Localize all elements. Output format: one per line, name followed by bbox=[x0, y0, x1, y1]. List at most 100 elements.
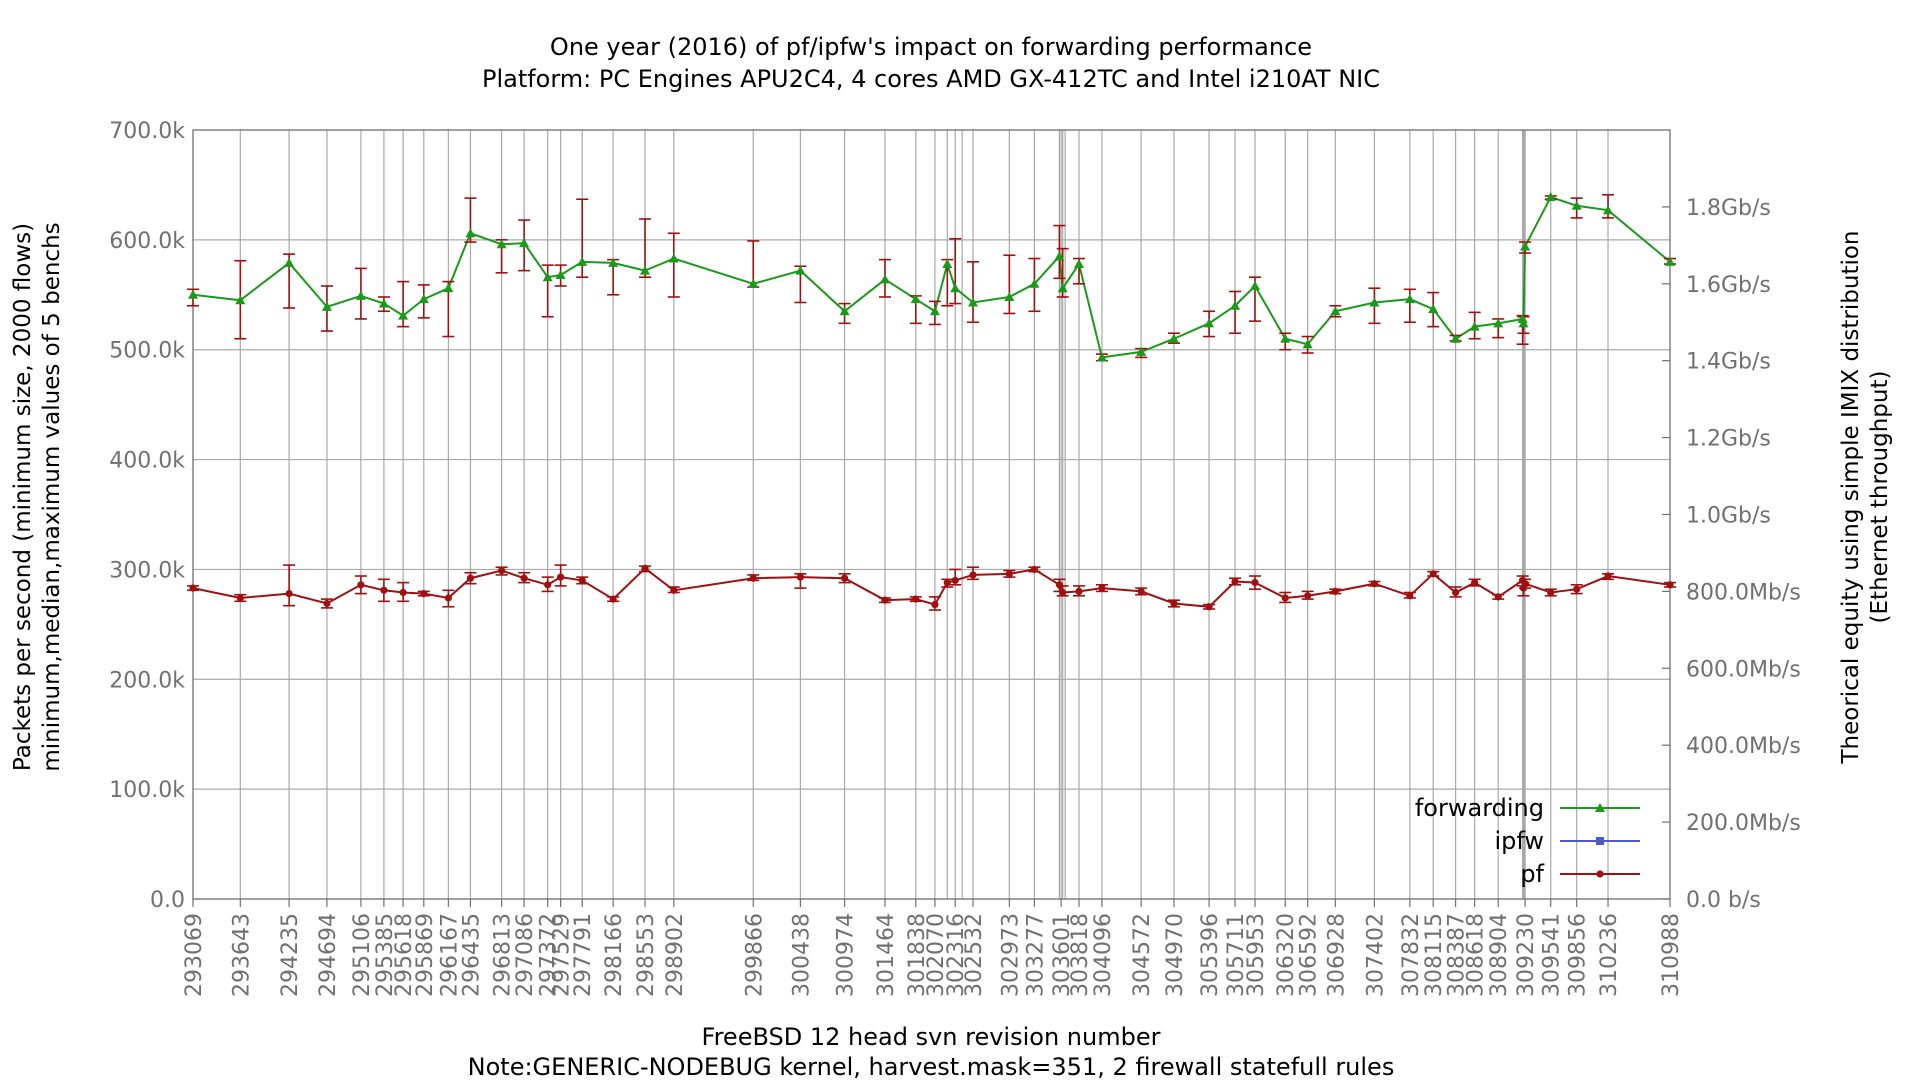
pf-point bbox=[498, 566, 506, 575]
legend-label-forwarding: forwarding bbox=[1415, 794, 1544, 822]
forwarding-point bbox=[443, 283, 454, 293]
y2-tick-label: 1.8Gb/s bbox=[1686, 196, 1771, 221]
pf-point bbox=[236, 594, 244, 602]
pf-point bbox=[557, 573, 565, 581]
x-tick-label: 301838 bbox=[905, 913, 930, 997]
y-axis-label-line1: Packets per second (minimum size, 2000 f… bbox=[10, 223, 36, 771]
x-tick-label: 305711 bbox=[1224, 913, 1249, 997]
forwarding-point bbox=[668, 253, 679, 263]
pf-point bbox=[912, 595, 920, 603]
forwarding-point bbox=[577, 256, 588, 266]
x-tick-label: 295869 bbox=[413, 913, 438, 997]
forwarding-point bbox=[879, 274, 890, 284]
forwarding-point bbox=[640, 265, 651, 275]
y2-tick-label: 400.0Mb/s bbox=[1686, 734, 1801, 759]
pf-point bbox=[323, 599, 331, 608]
forwarding-point bbox=[542, 272, 553, 282]
x-tick-label: 296167 bbox=[437, 913, 462, 997]
forwarding-point bbox=[1493, 318, 1504, 328]
forwarding-point bbox=[1369, 297, 1380, 307]
forwarding-point bbox=[950, 283, 961, 293]
pf-point bbox=[609, 595, 617, 603]
y-axis-label-line2: minimum,median,maximum values of 5 bench… bbox=[39, 222, 65, 771]
x-tick-label: 306320 bbox=[1274, 913, 1299, 997]
x-tick-label: 298902 bbox=[663, 913, 688, 997]
x-tick-label: 307832 bbox=[1399, 913, 1424, 997]
x-tick-label: 296435 bbox=[459, 913, 484, 997]
forwarding-point bbox=[1545, 192, 1556, 202]
x-tick-label: 302973 bbox=[998, 913, 1023, 997]
x-axis-note: Note:GENERIC-NODEBUG kernel, harvest.mas… bbox=[468, 1053, 1395, 1080]
forwarding-point bbox=[1517, 313, 1528, 323]
forwarding-point bbox=[1054, 251, 1065, 261]
y-tick-label: 200.0k bbox=[109, 668, 185, 693]
pf-point bbox=[1406, 592, 1414, 600]
forwarding-point bbox=[1168, 333, 1179, 343]
forwarding-point bbox=[839, 306, 850, 316]
grid bbox=[192, 129, 1671, 900]
forwarding-point bbox=[235, 295, 246, 305]
forwarding-point bbox=[1330, 306, 1341, 316]
pf-point bbox=[749, 574, 757, 582]
pf-point bbox=[1137, 587, 1145, 596]
forwarding-point bbox=[968, 297, 979, 307]
forwarding-point bbox=[1230, 300, 1241, 310]
x-tick-label: 295106 bbox=[350, 913, 375, 997]
pf-point bbox=[1370, 580, 1379, 588]
pf-point bbox=[840, 574, 849, 582]
pf-point bbox=[444, 594, 452, 602]
x-tick-label: 294235 bbox=[278, 913, 303, 997]
x-tick-label: 309856 bbox=[1566, 913, 1591, 997]
legend-marker-pf bbox=[1596, 870, 1604, 878]
forwarding-point bbox=[378, 298, 389, 308]
x-tick-label: 310988 bbox=[1659, 913, 1684, 997]
x-tick-label: 308115 bbox=[1422, 913, 1447, 997]
pf-point bbox=[399, 588, 407, 597]
pf-point bbox=[943, 579, 951, 587]
x-tick-label: 295385 bbox=[373, 913, 398, 997]
forwarding-point bbox=[795, 265, 806, 275]
pf-point bbox=[1251, 579, 1259, 587]
forwarding-point bbox=[1428, 304, 1439, 314]
forwarding-line bbox=[192, 195, 1671, 359]
plot-frame bbox=[192, 129, 1671, 900]
y2-tick-label: 1.2Gb/s bbox=[1686, 427, 1771, 452]
forwarding-point bbox=[1004, 291, 1015, 301]
forwarding-point bbox=[1302, 339, 1313, 349]
x-tick-label: 303818 bbox=[1068, 913, 1093, 997]
axes: 0.0 100.0k 200.0k 300.0k 400.0k 500.0k 600.0k 7… bbox=[109, 119, 1801, 997]
forwarding-point bbox=[1249, 280, 1260, 290]
y2-tick-label: 1.4Gb/s bbox=[1686, 350, 1771, 375]
legend-label-ipfw: ipfw bbox=[1494, 827, 1544, 855]
y-tick-label: 600.0k bbox=[109, 229, 185, 254]
y2-tick-label: 800.0Mb/s bbox=[1686, 580, 1801, 605]
pf-point bbox=[1494, 593, 1502, 601]
x-tick-label: 296813 bbox=[491, 913, 516, 997]
x-tick-label: 309541 bbox=[1540, 913, 1565, 997]
forwarding-point bbox=[1603, 205, 1614, 215]
pf-line bbox=[192, 567, 1671, 608]
x-tick-label: 307402 bbox=[1363, 913, 1388, 997]
pf-point bbox=[189, 584, 197, 592]
x-tick-label: 297529 bbox=[550, 913, 575, 997]
x-tick-label: 303601 bbox=[1050, 913, 1075, 997]
forwarding-point bbox=[519, 238, 530, 248]
x-tick-label: 298553 bbox=[634, 913, 659, 997]
forwarding-point bbox=[1280, 333, 1291, 343]
pf-point bbox=[796, 573, 805, 581]
forwarding-point bbox=[496, 239, 507, 249]
legend-label-pf: pf bbox=[1520, 860, 1544, 888]
forwarding-point bbox=[1571, 200, 1582, 210]
y-tick-label: 300.0k bbox=[109, 558, 185, 583]
forwarding-point bbox=[910, 294, 921, 304]
forwarding-point bbox=[555, 270, 566, 280]
forwarding-point bbox=[1520, 241, 1531, 251]
pf-point bbox=[1304, 592, 1312, 600]
chart-title: One year (2016) of pf/ipfw's impact on f… bbox=[550, 33, 1312, 61]
y2-tick-label: 0.0 b/s bbox=[1686, 888, 1761, 913]
forwarding-point bbox=[321, 301, 332, 311]
pf-point bbox=[357, 581, 365, 589]
plot-area bbox=[187, 192, 1676, 611]
pf-point bbox=[641, 564, 649, 572]
x-tick-label: 305396 bbox=[1198, 913, 1223, 997]
